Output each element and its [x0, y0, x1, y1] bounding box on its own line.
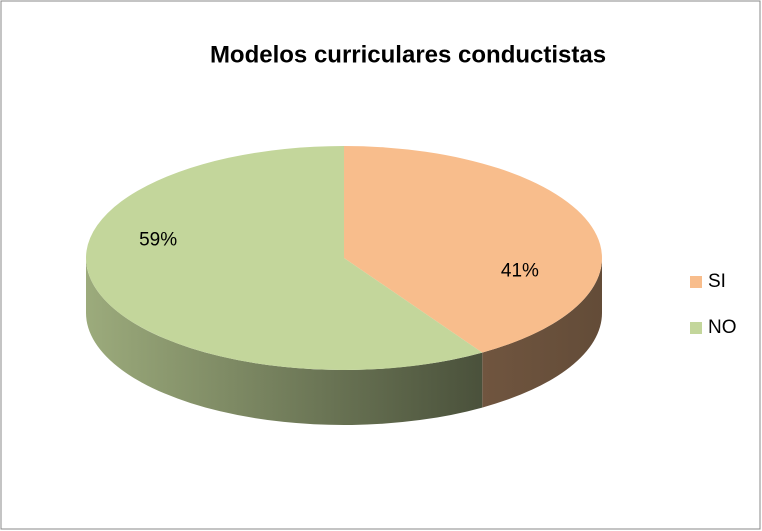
slice	[85, 146, 483, 370]
value-label: 41%	[501, 261, 539, 282]
slice-side	[482, 258, 602, 408]
legend-swatch	[690, 276, 702, 288]
legend-swatch	[690, 322, 702, 334]
chart-title: Modelos curriculares conductistas	[210, 41, 606, 68]
legend-label: NO	[708, 317, 737, 338]
legend-label: SI	[708, 271, 726, 292]
slice-side	[86, 258, 483, 425]
value-label: 59%	[139, 230, 177, 251]
slice	[344, 146, 602, 353]
